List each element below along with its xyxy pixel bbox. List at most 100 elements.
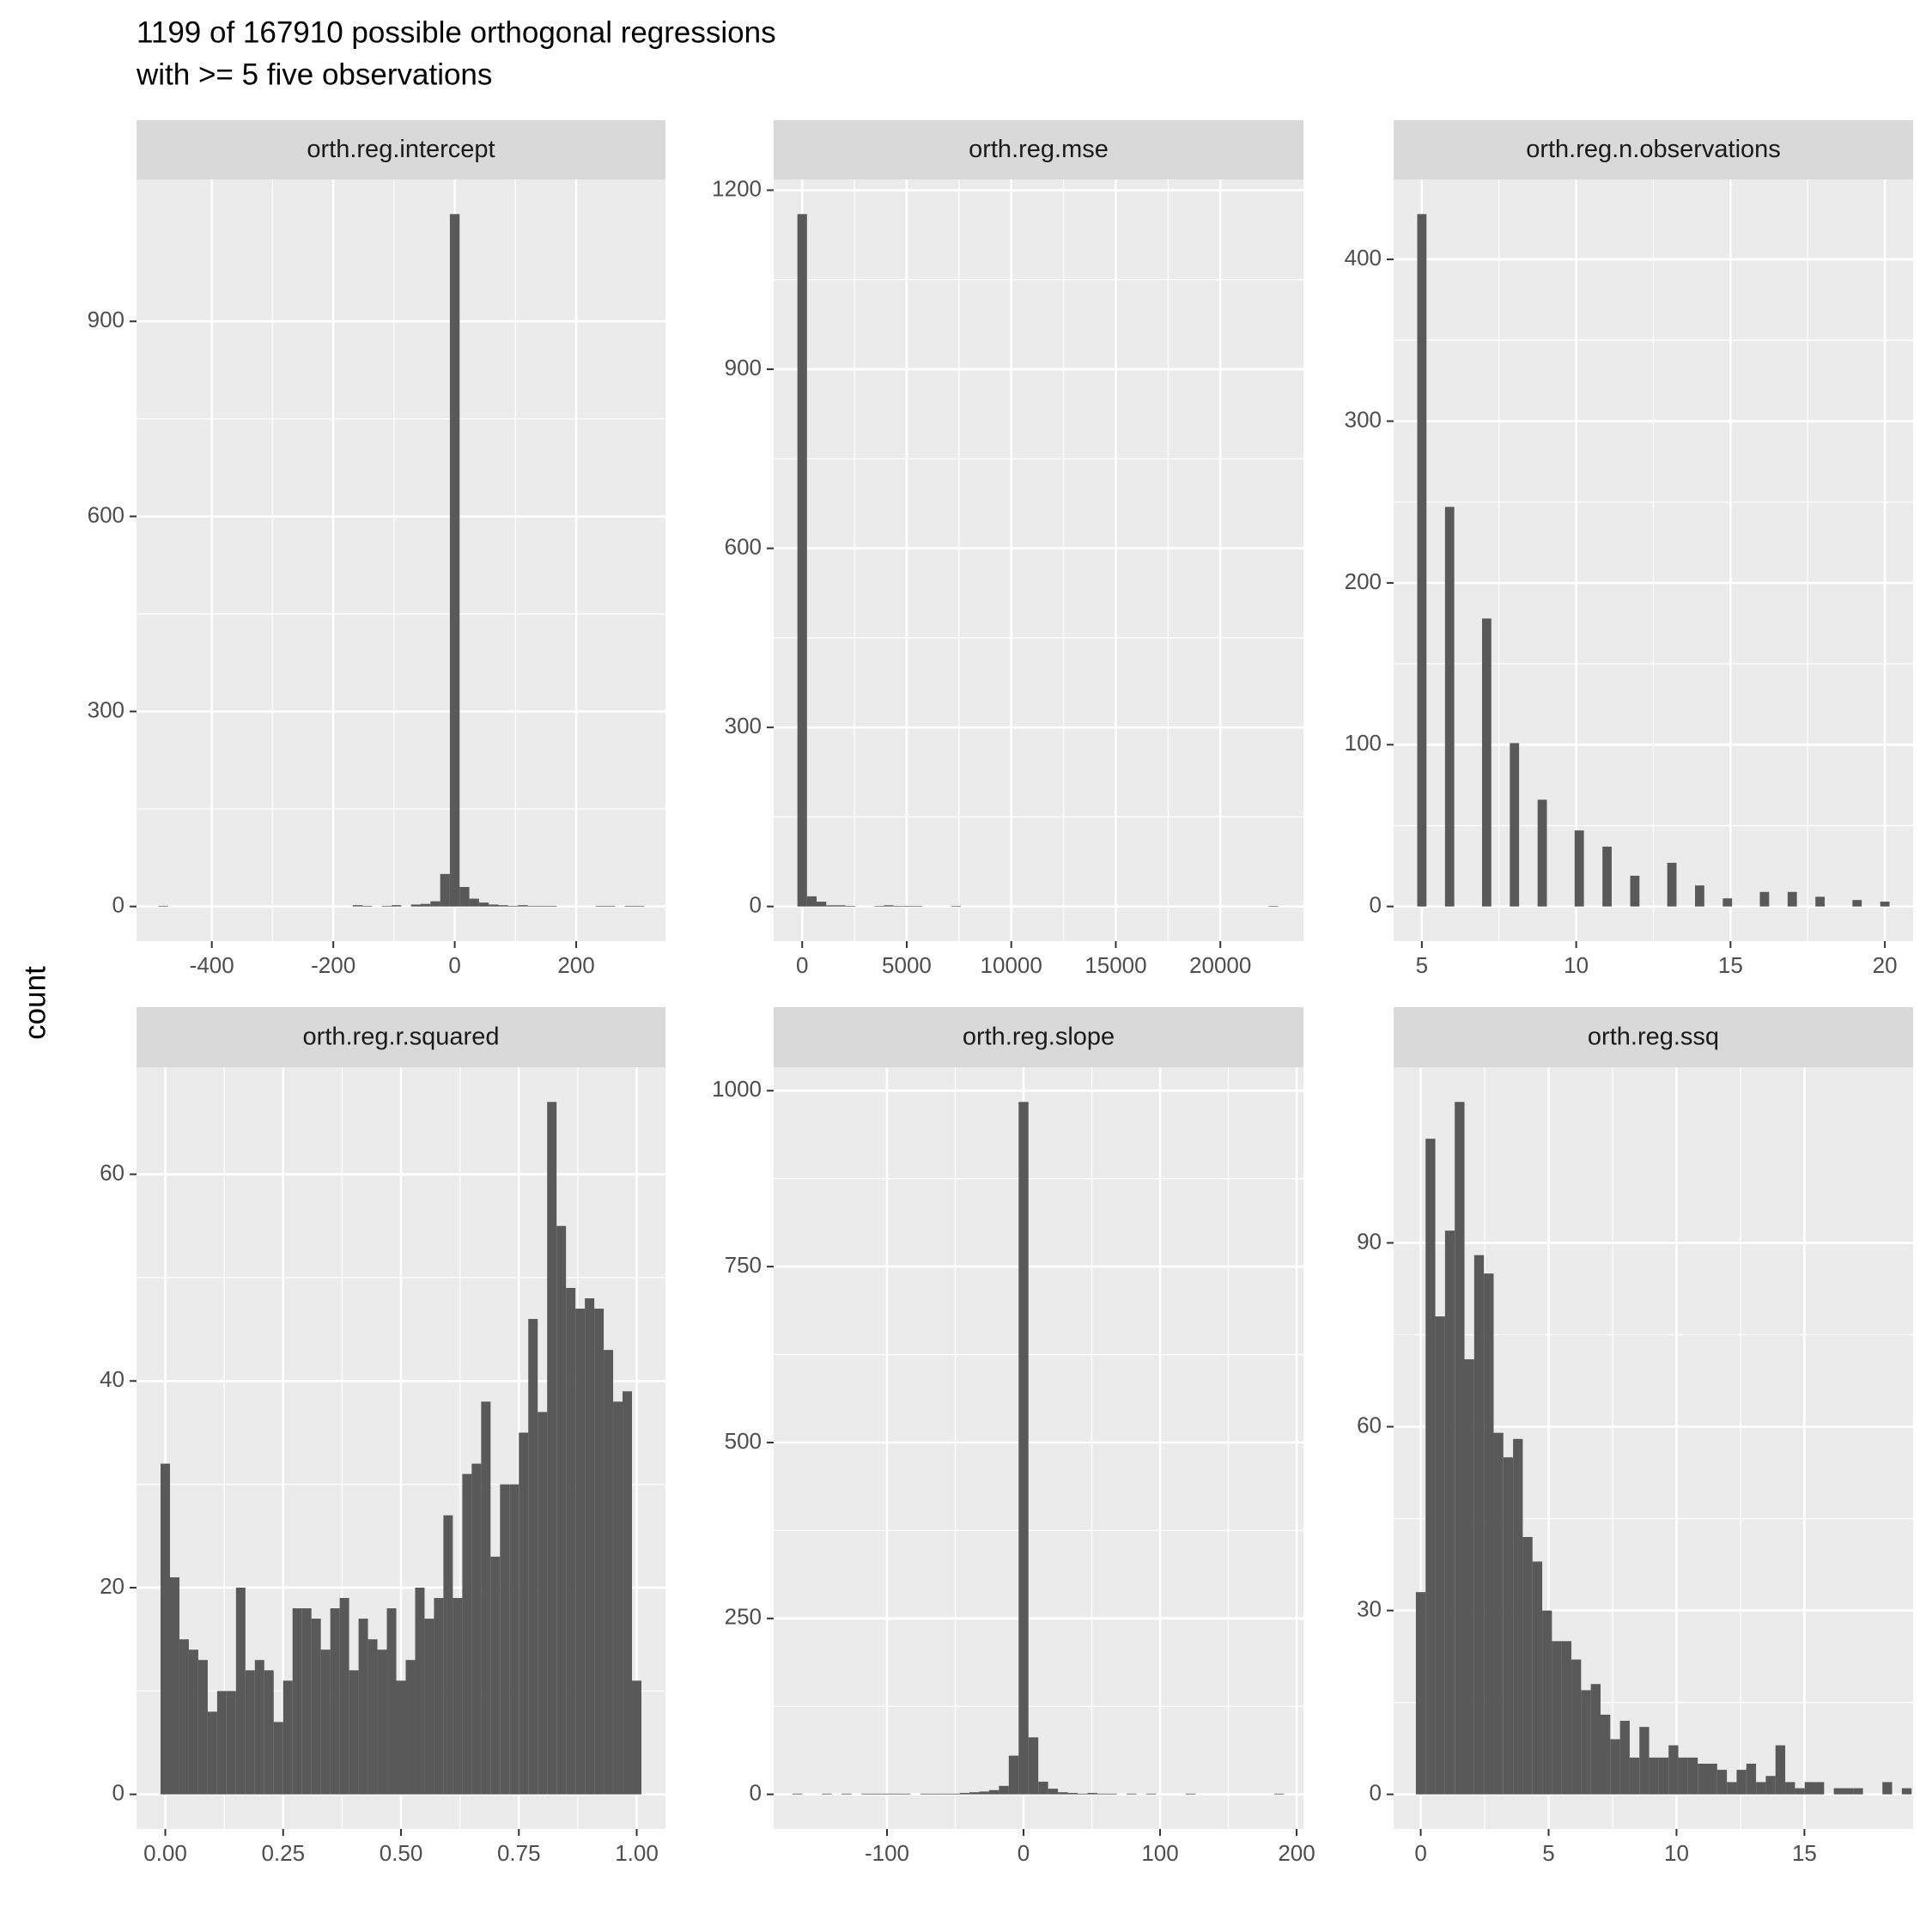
y-tick-label: 90 xyxy=(1357,1228,1382,1254)
bar xyxy=(1038,1781,1048,1795)
x-tick-label: 15 xyxy=(1792,1840,1817,1866)
bar xyxy=(292,1608,302,1795)
bar xyxy=(1273,1793,1285,1795)
strip-background xyxy=(137,1007,665,1067)
bar xyxy=(207,1711,217,1795)
bar xyxy=(1522,1536,1533,1795)
bar xyxy=(841,1793,852,1795)
x-tick-label: 10 xyxy=(1564,952,1589,978)
x-tick-label: 20 xyxy=(1873,952,1898,978)
bar xyxy=(999,1785,1009,1795)
bar xyxy=(440,873,450,907)
bar xyxy=(1882,1782,1893,1795)
bar xyxy=(604,1350,614,1795)
bar xyxy=(519,1432,529,1795)
bar xyxy=(871,1793,881,1795)
bar xyxy=(1067,1793,1078,1795)
bar xyxy=(434,1598,444,1795)
bar xyxy=(893,905,903,907)
bar xyxy=(930,1793,940,1795)
bar xyxy=(1537,799,1547,907)
bar xyxy=(1513,1438,1523,1795)
y-tick-label: 30 xyxy=(1357,1595,1382,1621)
bar xyxy=(1736,1770,1747,1795)
y-tick-label: 1200 xyxy=(712,175,762,201)
bar xyxy=(1455,1102,1465,1795)
bar xyxy=(605,905,616,907)
bar xyxy=(320,1649,331,1795)
x-tick-label: 20000 xyxy=(1189,952,1251,978)
strip-label: orth.reg.r.squared xyxy=(303,1024,500,1051)
bar xyxy=(1600,1714,1611,1795)
bar xyxy=(1795,1788,1805,1795)
bar xyxy=(1268,905,1279,907)
bar xyxy=(518,905,528,907)
bar xyxy=(1008,1755,1019,1795)
bar xyxy=(489,904,499,907)
bar xyxy=(158,905,168,907)
bar xyxy=(1853,1788,1863,1795)
bar xyxy=(913,905,923,907)
bar xyxy=(1695,885,1704,907)
x-tick-label: 0.00 xyxy=(143,1840,187,1866)
bar xyxy=(969,1792,980,1795)
x-tick-label: 0.25 xyxy=(261,1840,305,1866)
y-tick-label: 300 xyxy=(1345,406,1382,432)
strip-background xyxy=(137,120,665,179)
bar xyxy=(430,901,440,907)
y-tick-label: 100 xyxy=(1345,730,1382,756)
x-tick-label: 5 xyxy=(1542,1840,1554,1866)
y-tick-label: 600 xyxy=(88,501,125,527)
x-tick-label: 0.50 xyxy=(380,1840,423,1866)
bar xyxy=(1417,214,1427,907)
bar xyxy=(900,1793,911,1795)
bar xyxy=(1542,1610,1552,1795)
y-tick-label: 1000 xyxy=(712,1076,762,1102)
bar xyxy=(339,1598,349,1795)
strip-label: orth.reg.n.observations xyxy=(1526,136,1781,163)
bar xyxy=(1561,1641,1572,1795)
strip-label: orth.reg.mse xyxy=(969,136,1109,163)
bar xyxy=(1814,1782,1825,1795)
bar xyxy=(235,1587,246,1795)
strip-label: orth.reg.intercept xyxy=(307,136,495,163)
y-axis-label: count xyxy=(18,966,52,1040)
bar xyxy=(624,905,635,907)
bar xyxy=(396,1680,406,1795)
bar xyxy=(1464,1359,1474,1795)
bar xyxy=(538,1412,548,1795)
bar xyxy=(1746,1764,1757,1795)
bar xyxy=(478,902,489,907)
bar xyxy=(197,1660,208,1795)
y-tick-label: 300 xyxy=(725,713,762,738)
bar xyxy=(1574,830,1584,907)
bar xyxy=(1028,1737,1039,1795)
bar xyxy=(1727,1782,1737,1795)
y-tick-label: 20 xyxy=(100,1573,125,1599)
panel-background xyxy=(137,179,665,941)
bar xyxy=(1503,1457,1514,1795)
bar xyxy=(634,905,645,907)
chart-title: 1199 of 167910 possible orthogonal regre… xyxy=(137,15,776,49)
bar xyxy=(1127,1793,1137,1795)
x-tick-label: 0.75 xyxy=(497,1840,541,1866)
bar xyxy=(1667,862,1677,907)
bar xyxy=(1185,1793,1196,1795)
x-tick-label: 0 xyxy=(796,952,808,978)
strip-label: orth.reg.slope xyxy=(963,1024,1115,1051)
x-tick-label: 100 xyxy=(1141,1840,1178,1866)
strip-background xyxy=(774,120,1303,179)
x-tick-label: 0 xyxy=(1414,1840,1426,1866)
bar xyxy=(301,1608,312,1795)
x-tick-label: 0 xyxy=(448,952,460,978)
bar xyxy=(1087,1793,1097,1795)
bar xyxy=(1687,1757,1698,1795)
bar xyxy=(1759,891,1770,907)
panel-background xyxy=(774,179,1303,941)
x-tick-label: 1.00 xyxy=(615,1840,659,1866)
bar xyxy=(179,1639,189,1795)
bar xyxy=(471,1463,482,1795)
bar xyxy=(1804,1782,1815,1795)
bar xyxy=(386,1608,397,1795)
